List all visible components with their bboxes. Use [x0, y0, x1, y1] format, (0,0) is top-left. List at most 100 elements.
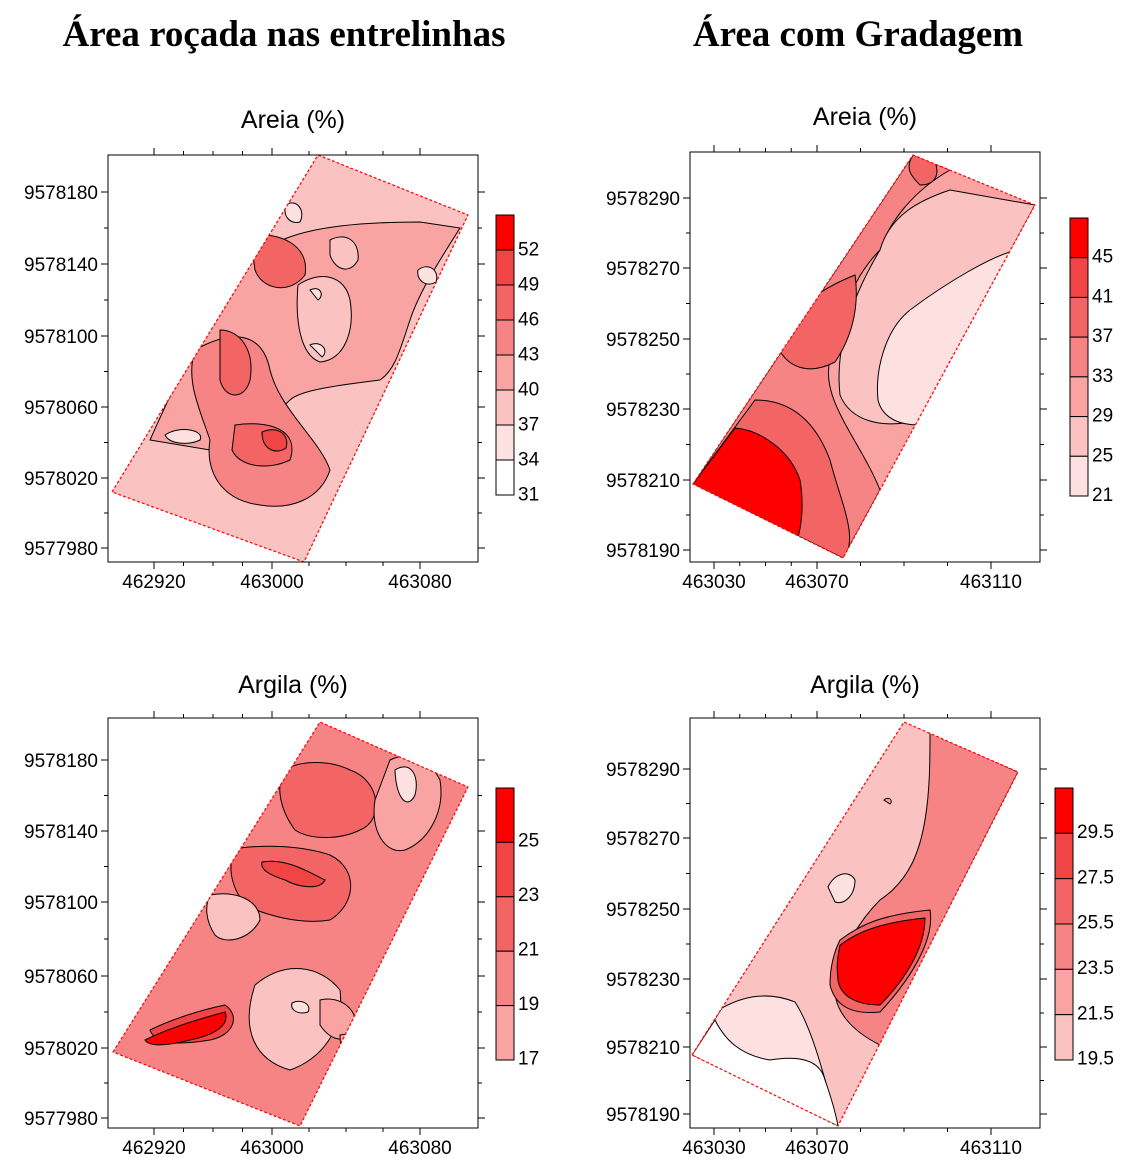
legend-swatch [495, 249, 515, 286]
panel-title: Areia (%) [813, 103, 917, 131]
y-tick-label: 9578020 [24, 469, 98, 490]
contour-region [291, 1000, 310, 1014]
legend-label: 29.5 [1077, 822, 1114, 843]
panel-title: Argila (%) [238, 671, 348, 699]
legend-swatch [1054, 878, 1074, 925]
legend-label: 43 [518, 344, 539, 365]
legend: 29.5 27.5 25.5 23.5 21.5 19.5 [1054, 787, 1114, 1070]
y-tick-label: 9578230 [606, 400, 680, 421]
panel-grad-argila: Argila (%) 463030 463070 463110 9578190 95782… [606, 671, 1114, 1159]
legend-swatch [495, 841, 515, 898]
legend-label: 45 [1092, 247, 1113, 268]
y-tick-label: 9578290 [606, 189, 680, 210]
legend-label: 25.5 [1077, 913, 1114, 934]
contour-region [144, 1011, 227, 1046]
contour-region [394, 766, 417, 803]
plot-frame [689, 151, 1041, 563]
contour-region [261, 860, 326, 888]
y-tick-label: 9578250 [606, 330, 680, 351]
contour-region [836, 917, 926, 1006]
contour-field [693, 155, 1035, 558]
legend-label: 23 [518, 885, 539, 906]
legend-label: 31 [518, 484, 539, 505]
legend-label: 19 [518, 994, 539, 1015]
y-tick-label: 9578230 [606, 970, 680, 991]
x-tick-label: 463000 [240, 572, 303, 593]
legend-swatch [1069, 217, 1089, 259]
y-tick-label: 9578180 [24, 183, 98, 204]
legend-label: 40 [518, 379, 539, 400]
legend-swatch [1054, 832, 1074, 880]
contour-region [284, 202, 303, 224]
legend-label: 25 [518, 831, 539, 852]
field-boundary [692, 154, 1036, 559]
y-tick-label: 9578060 [24, 398, 98, 419]
legend-swatch [1069, 296, 1089, 338]
plot-frame [689, 717, 1041, 1129]
contour-region [206, 893, 261, 941]
legend-swatch [495, 354, 515, 391]
legend-swatch [495, 1005, 515, 1061]
legend-swatch [1054, 1014, 1074, 1061]
legend-swatch [1069, 257, 1089, 298]
legend-swatch [495, 896, 515, 952]
x-tick-label: 463110 [960, 1138, 1022, 1159]
y-tick-label: 9578190 [606, 1105, 680, 1126]
legend-swatch [495, 459, 515, 496]
x-tick-label: 463080 [388, 1138, 451, 1159]
y-tick-label: 9578060 [24, 967, 98, 988]
y-tick-label: 9578190 [606, 541, 680, 562]
contour-region [908, 155, 938, 186]
legend-swatch [495, 214, 515, 251]
x-tick-label: 462920 [122, 1138, 185, 1159]
x-tick-label: 463030 [682, 572, 745, 593]
contour-region [261, 429, 288, 452]
legend-swatch [1069, 416, 1089, 457]
legend-label: 21.5 [1077, 1003, 1114, 1024]
contour-field [113, 722, 468, 1126]
heading-right: Área com Gradagem [693, 13, 1023, 55]
contour-region [883, 797, 892, 805]
plot-frame [107, 154, 479, 563]
contour-region [827, 873, 856, 904]
legend-label: 49 [518, 274, 539, 295]
legend-swatch [1054, 923, 1074, 970]
x-tick-label: 463080 [388, 572, 451, 593]
legend-label: 37 [1092, 326, 1113, 347]
legend-label: 19.5 [1077, 1049, 1114, 1070]
y-tick-label: 9578140 [24, 822, 98, 843]
legend-label: 34 [518, 449, 540, 470]
legend: 25 23 21 19 17 [495, 787, 539, 1069]
y-tick-label: 9577980 [24, 1109, 98, 1130]
contour-region [329, 236, 359, 270]
legend-swatch [495, 319, 515, 356]
x-tick-label: 463070 [785, 1138, 848, 1159]
y-tick-label: 9578020 [24, 1039, 98, 1060]
y-tick-label: 9578290 [606, 760, 680, 781]
legend-swatch [495, 284, 515, 321]
y-tick-label: 9578210 [606, 471, 680, 492]
legend-label: 25 [1092, 445, 1113, 466]
contour-field [112, 155, 468, 562]
panel-roc-argila: Argila (%) 462920 463000 463080 9577980 95780… [24, 671, 539, 1159]
x-tick-label: 463070 [785, 572, 848, 593]
legend-label: 37 [518, 414, 539, 435]
panel-roc-areia: Areia (%) 462920 463000 463080 9577980 957802… [24, 106, 540, 593]
y-tick-label: 9578270 [606, 829, 680, 850]
contour-region [877, 251, 1011, 426]
legend-label: 17 [518, 1048, 539, 1069]
panel-title: Areia (%) [241, 106, 345, 134]
legend-swatch [1069, 336, 1089, 378]
x-tick-label: 462920 [122, 572, 185, 593]
legend-swatch [1069, 376, 1089, 418]
x-tick-label: 463030 [682, 1138, 745, 1159]
legend-label: 46 [518, 309, 539, 330]
legend: 52 49 46 43 40 37 34 31 [495, 214, 540, 505]
legend-swatch [495, 389, 515, 426]
contour-region [164, 429, 202, 444]
legend-swatch [495, 424, 515, 461]
contour-region [219, 329, 252, 396]
heading-left: Área roçada nas entrelinhas [63, 13, 506, 55]
contour-field [692, 722, 1018, 1126]
